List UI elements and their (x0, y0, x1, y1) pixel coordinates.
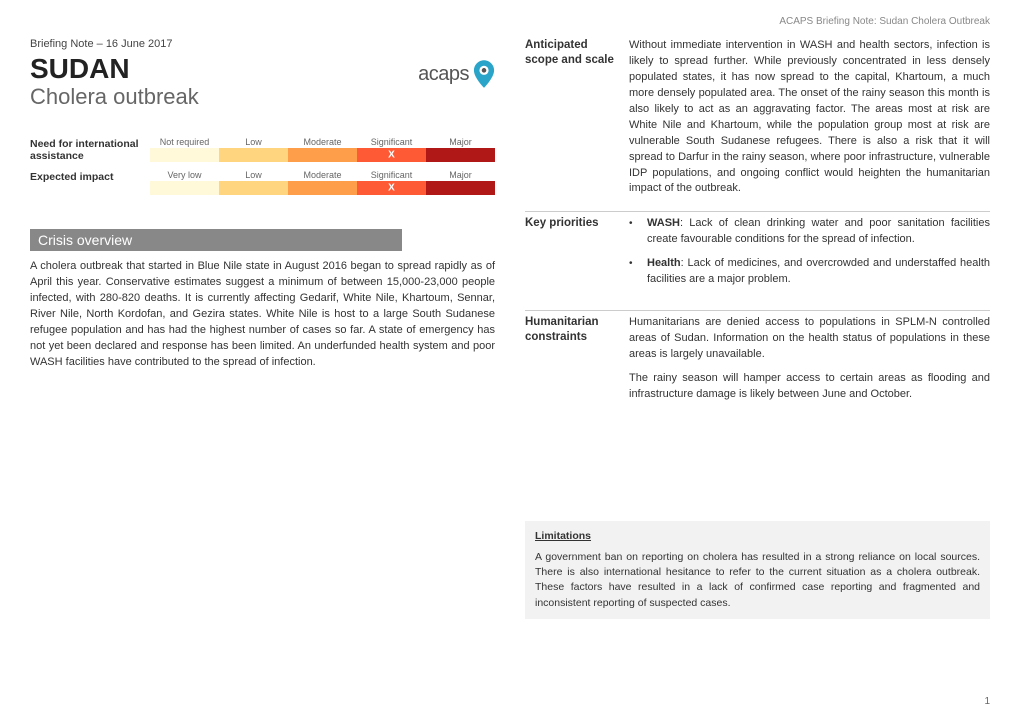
limitations-box: Limitations A government ban on reportin… (525, 521, 990, 619)
right-column: Anticipated scope and scale Without imme… (525, 38, 990, 619)
page-number: 1 (984, 696, 990, 707)
limitations-title: Limitations (535, 529, 980, 544)
priorities-content: • WASH: Lack of clean drinking water and … (629, 216, 990, 296)
anticipated-label: Anticipated scope and scale (525, 38, 615, 197)
title-block: SUDAN Cholera outbreak (30, 54, 199, 109)
logo-text: acaps (418, 63, 469, 86)
priority-item: • Health: Lack of medicines, and overcrow… (629, 256, 990, 288)
scale-cell (150, 181, 219, 195)
crisis-overview-text: A cholera outbreak that started in Blue … (30, 259, 495, 371)
limitations-text: A government ban on reporting on cholera… (535, 551, 980, 609)
priority-text: Health: Lack of medicines, and overcrowd… (647, 256, 990, 288)
scale-cell: X (357, 181, 426, 195)
anticipated-section: Anticipated scope and scale Without imme… (525, 38, 990, 197)
map-pin-icon (473, 60, 495, 88)
scale-cell (219, 181, 288, 195)
metric-label-impact: Expected impact (30, 170, 150, 183)
scale-cell (150, 148, 219, 162)
acaps-logo: acaps (418, 60, 495, 88)
scale-level-label: Low (219, 170, 288, 181)
scale-cell: X (357, 148, 426, 162)
selected-x-mark: X (388, 149, 395, 160)
priority-text: WASH: Lack of clean drinking water and p… (647, 216, 990, 248)
constraints-p1: Humanitarians are denied access to popul… (629, 315, 990, 363)
scale-level-label: Not required (150, 137, 219, 148)
scale-level-label: Significant (357, 170, 426, 181)
bullet-icon: • (629, 216, 637, 248)
scale-level-label: Moderate (288, 137, 357, 148)
scale-cell (219, 148, 288, 162)
crisis-overview-heading: Crisis overview (30, 229, 402, 251)
subtitle: Cholera outbreak (30, 85, 199, 109)
scale-level-label: Low (219, 137, 288, 148)
header-note: ACAPS Briefing Note: Sudan Cholera Outbr… (779, 16, 990, 27)
metric-impact: Expected impact Very lowLowModerateSigni… (30, 170, 495, 199)
scale-level-label: Very low (150, 170, 219, 181)
constraints-p2: The rainy season will hamper access to c… (629, 371, 990, 403)
briefing-date: Briefing Note – 16 June 2017 (30, 38, 495, 50)
main-title: SUDAN (30, 54, 199, 85)
bullet-icon: • (629, 256, 637, 288)
scale-level-label: Significant (357, 137, 426, 148)
metric-label-assistance: Need for international assistance (30, 137, 150, 162)
scale-cell (426, 148, 495, 162)
priorities-label: Key priorities (525, 216, 615, 296)
scale-level-label: Major (426, 170, 495, 181)
scale-cell (426, 181, 495, 195)
scale-level-label: Moderate (288, 170, 357, 181)
constraints-section: Humanitarian constraints Humanitarians a… (525, 310, 990, 411)
constraints-label: Humanitarian constraints (525, 315, 615, 411)
priorities-section: Key priorities • WASH: Lack of clean drin… (525, 211, 990, 296)
selected-x-mark: X (388, 182, 395, 193)
left-column: Briefing Note – 16 June 2017 SUDAN Chole… (30, 38, 495, 619)
scale-level-label: Major (426, 137, 495, 148)
metric-assistance: Need for international assistance Not re… (30, 137, 495, 166)
metrics-block: Need for international assistance Not re… (30, 137, 495, 199)
priority-item: • WASH: Lack of clean drinking water and … (629, 216, 990, 248)
constraints-content: Humanitarians are denied access to popul… (629, 315, 990, 411)
scale-cell (288, 148, 357, 162)
anticipated-text: Without immediate intervention in WASH a… (629, 38, 990, 197)
scale-cell (288, 181, 357, 195)
